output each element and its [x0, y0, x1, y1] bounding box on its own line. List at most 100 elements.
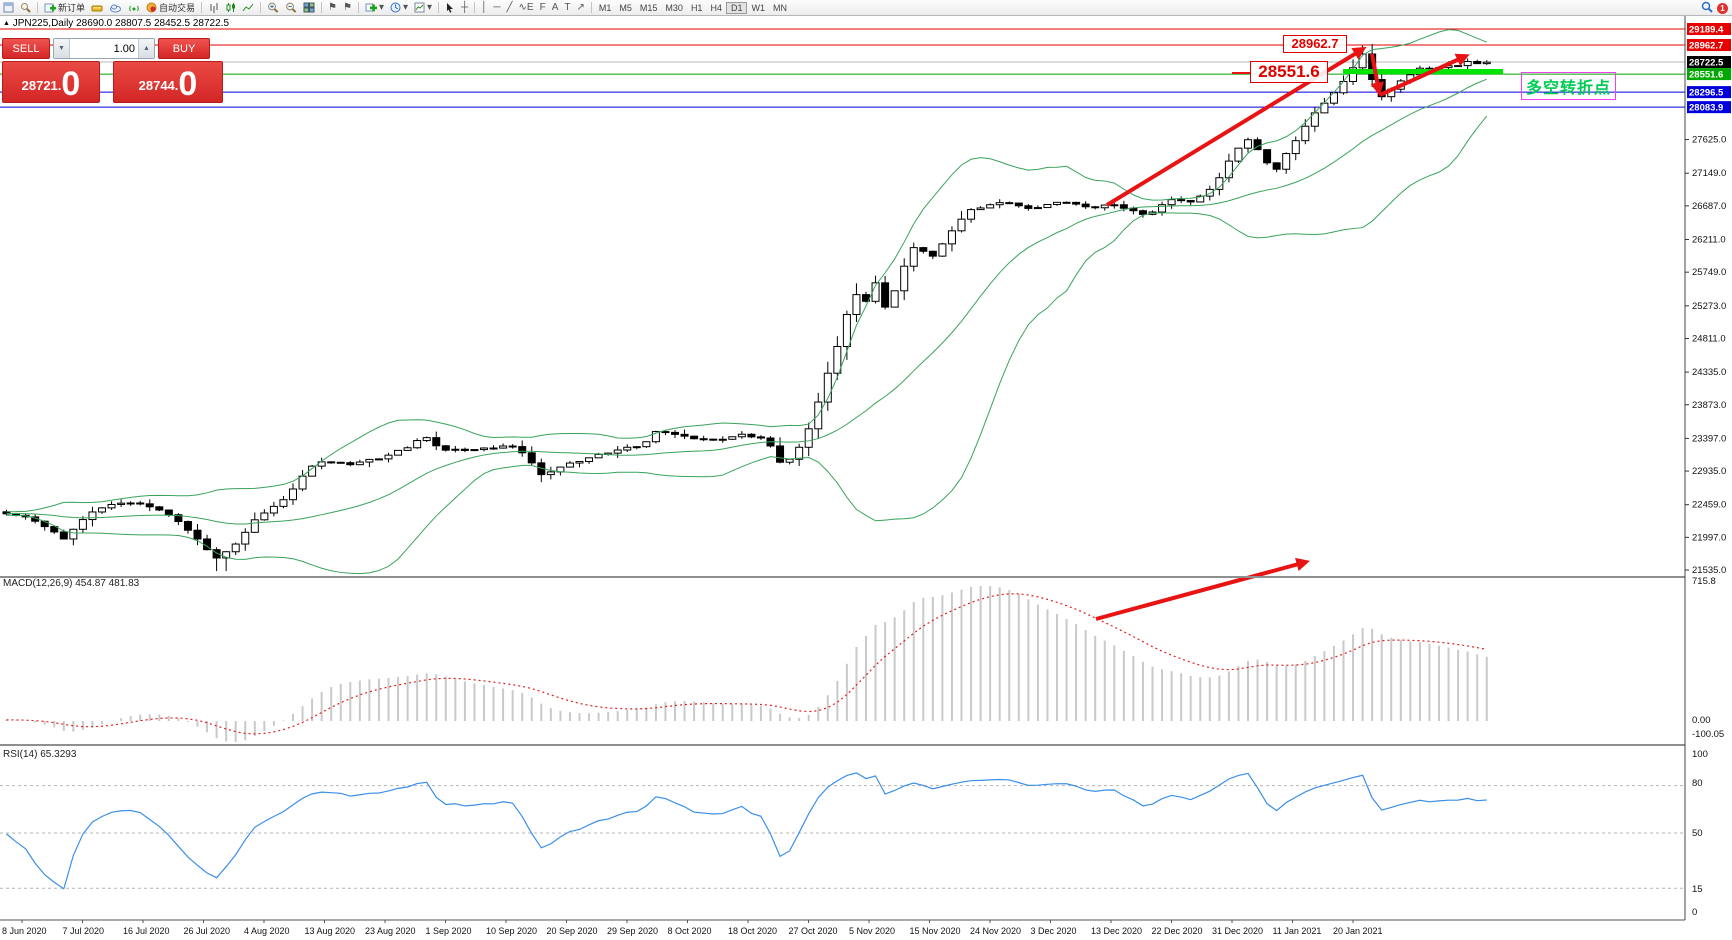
- template-button[interactable]: ▾: [411, 1, 435, 14]
- candle-down: [460, 448, 469, 451]
- candle-down: [1263, 149, 1272, 164]
- date-axis-label: 15 Nov 2020: [910, 926, 961, 936]
- trendline-tool-icon[interactable]: ╱: [506, 2, 513, 13]
- indicator-axis-label: 715.8: [1692, 576, 1716, 587]
- autotrading-button[interactable]: 自动交易: [143, 1, 198, 14]
- candle-up: [1349, 67, 1358, 82]
- timeframe-H4[interactable]: H4: [710, 2, 722, 13]
- candle-up: [1244, 139, 1252, 149]
- new-order-label: 新订单: [58, 3, 86, 13]
- resistance-price-tag[interactable]: 28962.7: [1283, 35, 1347, 53]
- date-axis-label: 4 Aug 2020: [244, 926, 290, 936]
- candle-down: [327, 461, 336, 464]
- period-button[interactable]: ▾: [387, 1, 411, 14]
- vertical-line-tool-icon[interactable]: │: [481, 2, 488, 13]
- candle-up: [69, 528, 78, 540]
- candle-down: [1081, 203, 1090, 208]
- sell-button[interactable]: SELL: [2, 38, 50, 59]
- tile-windows-icon[interactable]: [300, 1, 318, 14]
- candle-down: [776, 445, 785, 463]
- cycle-lines-tool-icon[interactable]: ∿E: [518, 2, 534, 13]
- turning-point-note[interactable]: 多空转折点: [1521, 72, 1617, 100]
- timeframe-M5[interactable]: M5: [619, 2, 632, 13]
- candle-up: [1463, 61, 1472, 67]
- text-tool-icon[interactable]: A: [551, 2, 559, 13]
- crosshair-tool-icon[interactable]: ┼: [461, 2, 469, 13]
- bar-chart-icon[interactable]: [205, 1, 222, 14]
- timeframe-H1[interactable]: H1: [690, 2, 703, 13]
- market-watch-icon[interactable]: [17, 1, 34, 14]
- chart-window-icon[interactable]: [0, 1, 17, 14]
- candle-down: [1186, 200, 1195, 203]
- candle-up: [289, 488, 297, 501]
- cloud-icon[interactable]: [106, 1, 125, 14]
- indicator-axis-label: 50: [1692, 828, 1703, 839]
- sell-price-box[interactable]: 28721. 0: [2, 61, 100, 103]
- timeframe-M15[interactable]: M15: [639, 2, 658, 13]
- zoom-in-icon[interactable]: [264, 1, 282, 14]
- candle-down: [155, 506, 164, 511]
- candle-up: [241, 531, 250, 545]
- candle-up: [1196, 195, 1205, 203]
- notification-badge[interactable]: 1: [1717, 2, 1728, 14]
- cursor-tool-icon[interactable]: [442, 1, 458, 14]
- gold-icon[interactable]: [88, 1, 106, 14]
- pane-separator: [0, 744, 1685, 746]
- text-label-tool-icon[interactable]: T: [564, 2, 571, 13]
- date-axis-label: 5 Nov 2020: [849, 926, 895, 936]
- candle-down: [747, 433, 756, 438]
- candle-up: [107, 503, 116, 509]
- toolbar-separator: [474, 2, 476, 13]
- candle-up: [298, 475, 307, 490]
- support-price-tag[interactable]: 28551.6: [1250, 61, 1328, 83]
- level-price-text: 28296.5: [1689, 88, 1724, 99]
- date-axis-label: 3 Dec 2020: [1031, 926, 1077, 936]
- step-forward-icon[interactable]: ⚑: [343, 2, 352, 13]
- candle-down: [527, 452, 536, 464]
- toolbar-separator: [260, 2, 262, 13]
- volume-increase-button[interactable]: ▲: [138, 39, 154, 58]
- horizontal-line-tool-icon[interactable]: ─: [493, 2, 501, 13]
- timeframe-W1[interactable]: W1: [751, 2, 765, 13]
- candle-up: [718, 438, 727, 441]
- sell-price-frac: 0: [61, 65, 81, 103]
- candle-down: [489, 447, 498, 450]
- timeframe-D1[interactable]: D1: [725, 1, 748, 14]
- signal-icon[interactable]: [125, 1, 143, 14]
- date-axis-label: 26 Jul 2020: [184, 926, 231, 936]
- candlestick-chart-icon[interactable]: [222, 1, 239, 14]
- step-back-icon[interactable]: ⚑: [328, 2, 337, 13]
- price-axis-label: 27625.0: [1692, 135, 1726, 146]
- arrows-tool-icon[interactable]: ↗: [576, 2, 585, 13]
- date-axis-label: 1 Sep 2020: [426, 926, 472, 936]
- candle-up: [833, 346, 842, 374]
- line-chart-icon[interactable]: [239, 1, 257, 14]
- level-price-text: 28083.9: [1689, 103, 1723, 114]
- zoom-out-icon[interactable]: [282, 1, 300, 14]
- candle-up: [823, 372, 832, 403]
- volume-input[interactable]: [70, 39, 138, 58]
- candle-up: [795, 446, 804, 460]
- candle-down: [661, 431, 670, 434]
- timeframe-M1[interactable]: M1: [598, 2, 612, 13]
- candle-down: [1177, 199, 1186, 202]
- search-icon[interactable]: [1701, 1, 1713, 15]
- new-order-button[interactable]: 新订单: [41, 1, 88, 14]
- candle-down: [59, 531, 68, 540]
- volume-stepper: ▼ ▲: [53, 38, 155, 59]
- timeframe-MN[interactable]: MN: [772, 2, 787, 13]
- buy-price-box[interactable]: 28744. 0: [113, 61, 223, 103]
- candle-up: [852, 294, 861, 315]
- timeframe-M30[interactable]: M30: [665, 2, 683, 13]
- chart-title: ▲ JPN225,Daily 28690.0 28807.5 28452.5 2…: [3, 18, 229, 29]
- buy-price-dot: .: [174, 78, 179, 93]
- candle-up: [594, 453, 603, 459]
- buy-button[interactable]: BUY: [158, 38, 210, 59]
- volume-decrease-button[interactable]: ▼: [54, 39, 70, 58]
- candle-up: [269, 505, 278, 514]
- new-chart-button[interactable]: ▾: [362, 1, 387, 14]
- fibonacci-tool-icon[interactable]: F: [539, 2, 546, 13]
- trend-arrow: [1370, 53, 1384, 97]
- date-axis-label: 20 Jan 2021: [1333, 926, 1383, 936]
